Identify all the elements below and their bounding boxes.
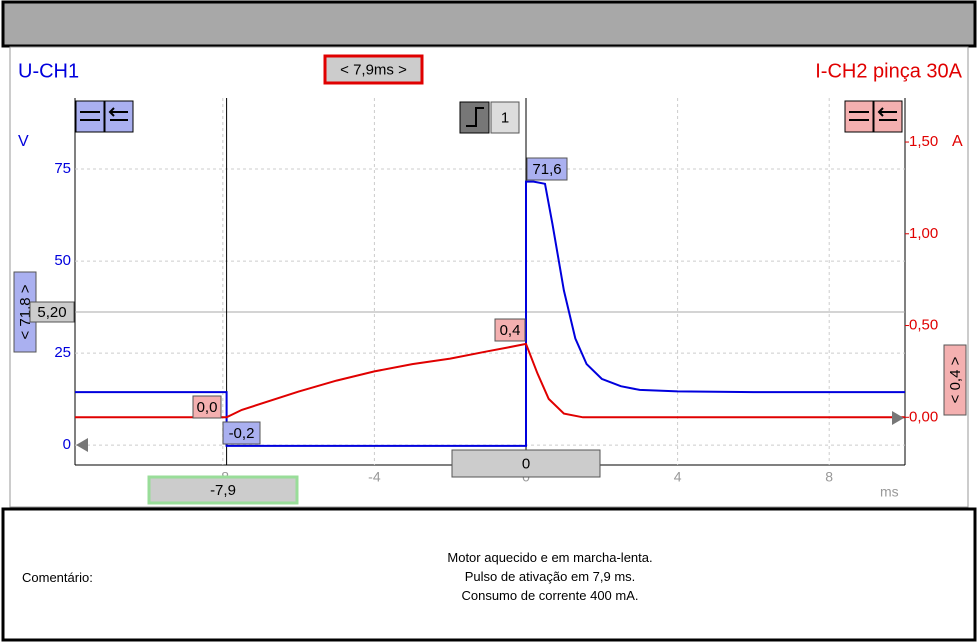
label-text: -7,9 [210, 482, 236, 499]
label-bg [222, 421, 261, 445]
x-tick-label: -4 [368, 469, 381, 485]
label-text: 1 [501, 109, 509, 126]
marker [76, 438, 88, 452]
label-box: 5,20 [29, 301, 75, 323]
label-text: 0,0 [197, 399, 218, 416]
label-text: 71,6 [532, 161, 561, 178]
y2-tick-label: 1,00 [909, 225, 938, 242]
label-bg [29, 301, 75, 323]
x-axis-label: ms [880, 484, 899, 500]
label-bg [192, 395, 222, 419]
channel-title: U-CH1 [18, 60, 79, 82]
y2-tick-label: 0,00 [909, 408, 938, 425]
y2-tick-label: 0,50 [909, 317, 938, 334]
label-box: < 7,9ms > [323, 54, 424, 85]
label-text: -0,2 [229, 425, 255, 442]
right-buttons[interactable] [844, 100, 903, 133]
comment-panel [1, 507, 977, 642]
channel-title: I-CH2 pinça 30A [815, 60, 962, 82]
label-bg [323, 54, 424, 85]
series-line [75, 342, 905, 419]
label-box: 0,4 [494, 318, 526, 342]
label-bg [494, 318, 526, 342]
label-box: < 71,8 > [13, 271, 37, 353]
comment-label: Comentário: [22, 570, 93, 585]
comment-line: Consumo de corrente 400 mA. [461, 588, 639, 603]
label-box: 0,0 [192, 395, 222, 419]
label-bg [526, 157, 568, 181]
y-tick-label: 25 [54, 344, 71, 361]
label-bg [147, 475, 299, 505]
y-tick-label: 0 [63, 436, 71, 453]
label-box: < 0,4 > [943, 344, 967, 416]
toolbar [1, 0, 977, 48]
marker [892, 411, 904, 425]
y-tick-label: 50 [54, 252, 71, 269]
label-text: < 0,4 > [947, 356, 964, 403]
comment-text: Motor aquecido e em marcha-lenta. Pulso d… [330, 548, 770, 605]
x-tick-label: 8 [825, 469, 833, 485]
left-buttons[interactable] [75, 100, 134, 133]
label-box: 1 [490, 101, 520, 134]
trigger-button[interactable] [459, 101, 490, 134]
comment-line: Motor aquecido e em marcha-lenta. [447, 550, 653, 565]
label-text: 0 [522, 455, 530, 472]
series-line [75, 180, 905, 447]
y-tick-label: 75 [54, 160, 71, 177]
y2-tick-label: 1,50 [909, 133, 938, 150]
y2-axis-label: A [952, 133, 963, 150]
y-axis-label: V [18, 133, 29, 150]
label-box: 71,6 [526, 157, 568, 181]
label-box: -7,9 [147, 475, 299, 505]
label-text: < 7,9ms > [340, 61, 407, 78]
label-text: < 71,8 > [17, 284, 34, 339]
label-bg [490, 101, 520, 134]
label-box: 0 [451, 449, 601, 478]
label-text: 0,4 [500, 322, 521, 339]
label-bg [451, 449, 601, 478]
label-bg [943, 344, 967, 416]
x-tick-label: 4 [674, 469, 682, 485]
label-box: -0,2 [222, 421, 261, 445]
label-text: 5,20 [37, 304, 66, 321]
comment-line: Pulso de ativação em 7,9 ms. [464, 569, 636, 584]
